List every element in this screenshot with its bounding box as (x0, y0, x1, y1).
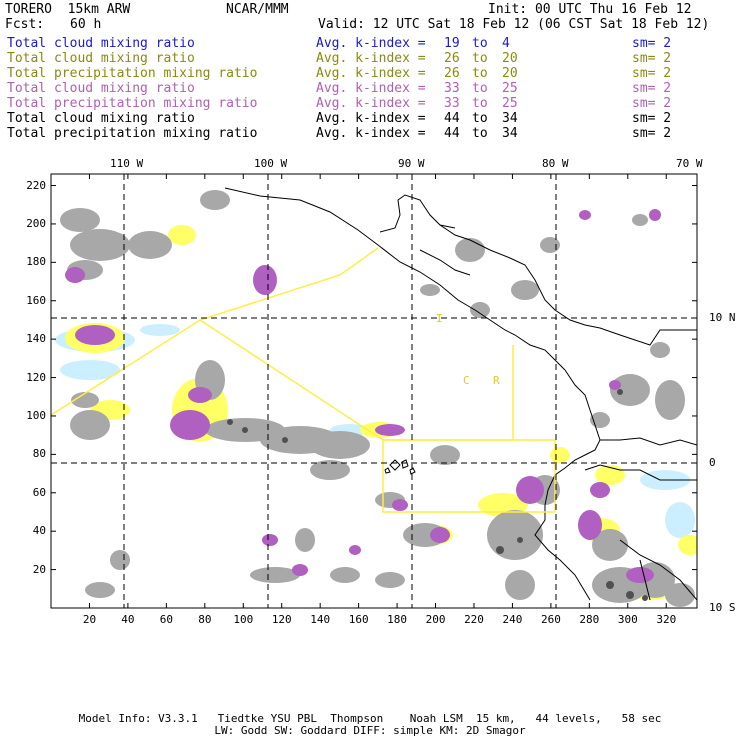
y-tick-label: 20 (32, 562, 47, 576)
y-tick-label: 120 (26, 370, 47, 384)
x-tick-label: 240 (502, 613, 523, 626)
plot-frame (50, 173, 698, 609)
valid-time: Valid: 12 UTC Sat 18 Feb 12 (06 CST Sat … (318, 17, 710, 32)
x-tick-label: 260 (540, 613, 561, 626)
x-tick-label: 200 (425, 613, 446, 626)
legend-kindex-to: 34 (502, 111, 518, 126)
axis-ticks (51, 174, 697, 608)
dark-cloud-cores (227, 389, 648, 601)
x-tick-label: 120 (271, 613, 292, 626)
legend-smoothing: sm= 2 (632, 111, 672, 126)
y-tick-label: 60 (32, 485, 47, 499)
legend-kindex-from: 44 (444, 111, 460, 126)
lat-label: 10 N (709, 311, 736, 324)
y-tick-label: 40 (32, 524, 47, 538)
legend-smoothing: sm= 2 (632, 126, 672, 141)
legend-field: Total precipitation mixing ratio (7, 96, 258, 111)
legend-smoothing: sm= 2 (632, 51, 672, 66)
map-letter-i: I (436, 312, 443, 325)
legend-kindex-from: 33 (444, 81, 460, 96)
legend-to-word: to (472, 36, 488, 51)
legend-kindex-to: 25 (502, 81, 518, 96)
legend-field: Total cloud mixing ratio (7, 36, 195, 51)
legend-field: Total cloud mixing ratio (7, 51, 195, 66)
model-info-line: Model Info: V3.3.1 Tiedtke YSU PBL Thomp… (78, 712, 662, 725)
x-tick-label: 140 (310, 613, 331, 626)
legend-kindex-label: Avg. k-index = (316, 36, 426, 51)
lon-label: 100 W (254, 157, 288, 170)
legend-kindex-to: 20 (502, 66, 518, 81)
legend-to-word: to (472, 81, 488, 96)
magenta-cloud-layer (65, 209, 661, 583)
legend-kindex-label: Avg. k-index = (316, 66, 426, 81)
x-tick-label: 20 (82, 613, 97, 626)
x-tick-label: 220 (464, 613, 484, 626)
x-tick-label: 40 (121, 613, 135, 626)
legend-field: Total cloud mixing ratio (7, 81, 195, 96)
legend-kindex-label: Avg. k-index = (316, 96, 426, 111)
legend-field: Total precipitation mixing ratio (7, 66, 258, 81)
legend-kindex-from: 33 (444, 96, 460, 111)
forecast-hour: 60 h (70, 17, 102, 32)
model-name: TORERO 15km ARW (5, 2, 131, 17)
organization: NCAR/MMM (226, 2, 289, 17)
legend-kindex-to: 25 (502, 96, 518, 111)
forecast-label: Fcst: (5, 17, 45, 32)
lon-label: 90 W (398, 157, 425, 170)
x-tick-label: 320 (656, 613, 677, 626)
legend-kindex-from: 19 (444, 36, 460, 51)
init-time: Init: 00 UTC Thu 16 Feb 12 (488, 2, 692, 17)
x-tick-label: 100 (233, 613, 254, 626)
lat-lon-grid (51, 174, 697, 608)
lon-label: 110 W (110, 157, 144, 170)
legend-to-word: to (472, 111, 488, 126)
legend-field: Total precipitation mixing ratio (7, 126, 258, 141)
lon-label: 70 W (676, 157, 703, 170)
lat-label: 0 (709, 456, 716, 469)
x-tick-label: 300 (617, 613, 638, 626)
y-tick-label: 160 (26, 293, 47, 307)
legend-kindex-from: 26 (444, 66, 460, 81)
legend-smoothing: sm= 2 (632, 96, 672, 111)
x-tick-label: 80 (198, 613, 212, 626)
y-tick-label: 140 (26, 332, 47, 346)
legend-kindex-from: 44 (444, 126, 460, 141)
legend-to-word: to (472, 126, 488, 141)
x-tick-label: 280 (579, 613, 600, 626)
legend-smoothing: sm= 2 (632, 66, 672, 81)
legend-kindex-label: Avg. k-index = (316, 81, 426, 96)
legend-field: Total cloud mixing ratio (7, 111, 195, 126)
legend-kindex-from: 26 (444, 51, 460, 66)
lon-label: 80 W (542, 157, 569, 170)
physics-info-line: LW: Godd SW: Goddard DIFF: simple KM: 2D… (214, 724, 526, 737)
x-tick-label: 60 (159, 613, 173, 626)
legend-kindex-label: Avg. k-index = (316, 111, 426, 126)
lat-label: 10 S (709, 601, 736, 614)
map-letter-r: R (493, 374, 500, 387)
x-tick-label: 160 (348, 613, 369, 626)
legend-smoothing: sm= 2 (632, 81, 672, 96)
y-tick-label: 200 (26, 216, 47, 230)
x-tick-label: 180 (387, 613, 408, 626)
map-letter-c: C (463, 374, 470, 387)
legend-smoothing: sm= 2 (632, 36, 672, 51)
coastlines (224, 187, 697, 601)
gray-cloud-layer (60, 190, 695, 607)
legend-kindex-label: Avg. k-index = (316, 126, 426, 141)
y-tick-label: 180 (26, 255, 47, 269)
y-tick-label: 80 (32, 447, 47, 461)
legend-kindex-to: 20 (502, 51, 518, 66)
y-tick-label: 220 (26, 178, 47, 192)
legend-to-word: to (472, 96, 488, 111)
y-tick-label: 100 (26, 408, 47, 422)
legend-to-word: to (472, 66, 488, 81)
domain-boundary (51, 247, 556, 513)
legend-to-word: to (472, 51, 488, 66)
legend-kindex-to: 4 (502, 36, 510, 51)
legend-kindex-to: 34 (502, 126, 518, 141)
legend-kindex-label: Avg. k-index = (316, 51, 426, 66)
